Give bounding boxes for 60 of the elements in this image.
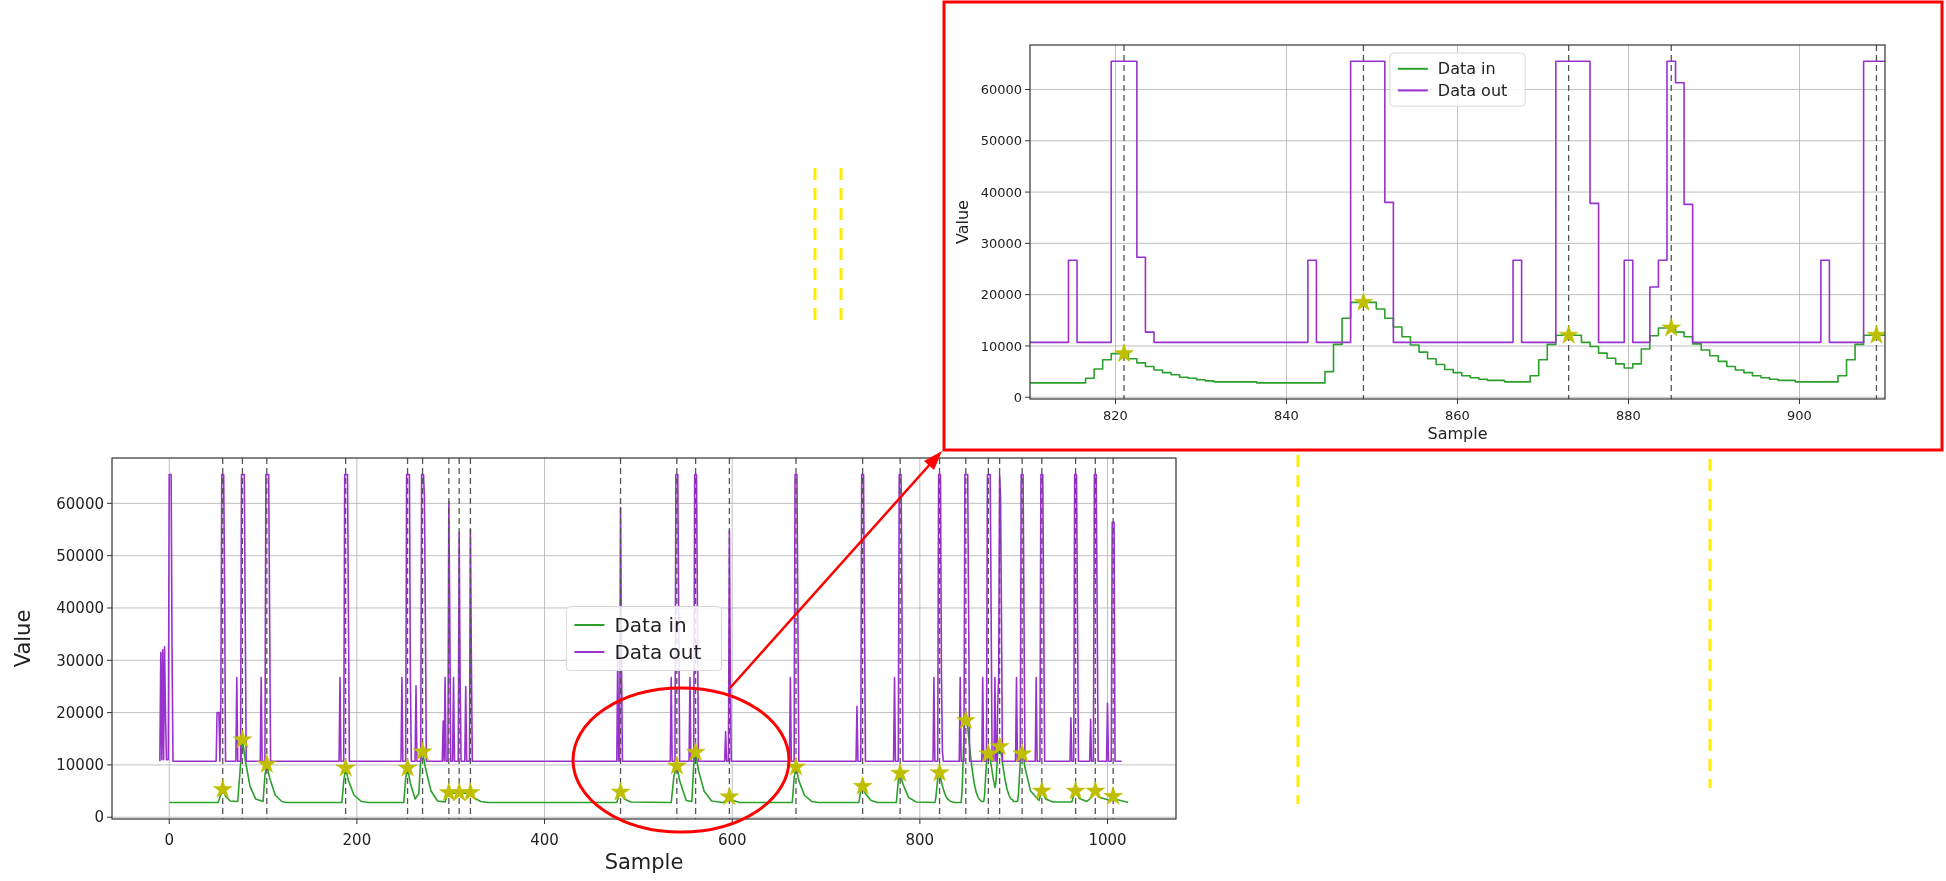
point (397, 757, 418, 777)
point (232, 729, 253, 749)
x-tick-label: 400 (530, 831, 559, 849)
point (989, 736, 1010, 755)
y-tick-label: 10000 (980, 338, 1022, 354)
point (412, 741, 433, 761)
point (685, 742, 706, 761)
y-axis-title: Value (953, 200, 972, 244)
point (1012, 743, 1032, 763)
point (667, 755, 687, 775)
point (719, 786, 740, 806)
x-tick-label: 840 (1274, 408, 1299, 423)
point (890, 763, 910, 782)
point (929, 762, 950, 782)
point (786, 756, 806, 776)
x-tick-label: 800 (905, 831, 935, 849)
point (956, 710, 976, 729)
y-axis-title: Value (11, 609, 35, 668)
y-tick-label: 0 (94, 808, 104, 827)
y-tick-label: 20000 (56, 703, 104, 722)
y-tick-label: 20000 (980, 287, 1022, 303)
point (257, 754, 277, 773)
y-tick-label: 60000 (56, 494, 104, 513)
y-tick-label: 30000 (56, 651, 104, 670)
legend-label: Data out (614, 640, 702, 664)
point (610, 781, 631, 801)
x-tick-label: 0 (164, 831, 175, 849)
y-tick-label: 50000 (56, 546, 104, 565)
x-axis-title: Sample (604, 850, 684, 874)
point (852, 776, 873, 795)
point (213, 779, 233, 798)
y-tick-label: 0 (1013, 389, 1022, 405)
x-axis-title: Sample (1427, 424, 1488, 443)
y-tick-label: 60000 (980, 82, 1022, 98)
y-tick-label: 40000 (980, 184, 1022, 200)
point (1032, 780, 1052, 800)
point (1103, 786, 1123, 805)
x-tick-label: 820 (1103, 408, 1128, 423)
x-tick-label: 1000 (1088, 831, 1127, 849)
point (335, 757, 356, 777)
point (1353, 292, 1374, 311)
y-tick-label: 30000 (980, 235, 1022, 251)
y-tick-label: 50000 (980, 133, 1022, 149)
point (460, 782, 481, 801)
x-tick-label: 900 (1787, 408, 1812, 423)
legend-label: Data in (614, 613, 687, 637)
point (1661, 317, 1681, 337)
point (1065, 780, 1086, 800)
point (1558, 325, 1579, 344)
y-tick-label: 40000 (56, 599, 104, 618)
legend-label: Data in (1437, 59, 1496, 79)
point (1866, 325, 1885, 344)
x-tick-label: 880 (1616, 408, 1641, 423)
legend-label: Data out (1437, 81, 1508, 100)
x-tick-label: 860 (1445, 408, 1470, 423)
x-tick-label: 200 (342, 831, 372, 849)
x-tick-label: 600 (717, 831, 747, 849)
point (1114, 343, 1134, 362)
point (1085, 780, 1105, 800)
y-tick-label: 10000 (56, 756, 104, 775)
